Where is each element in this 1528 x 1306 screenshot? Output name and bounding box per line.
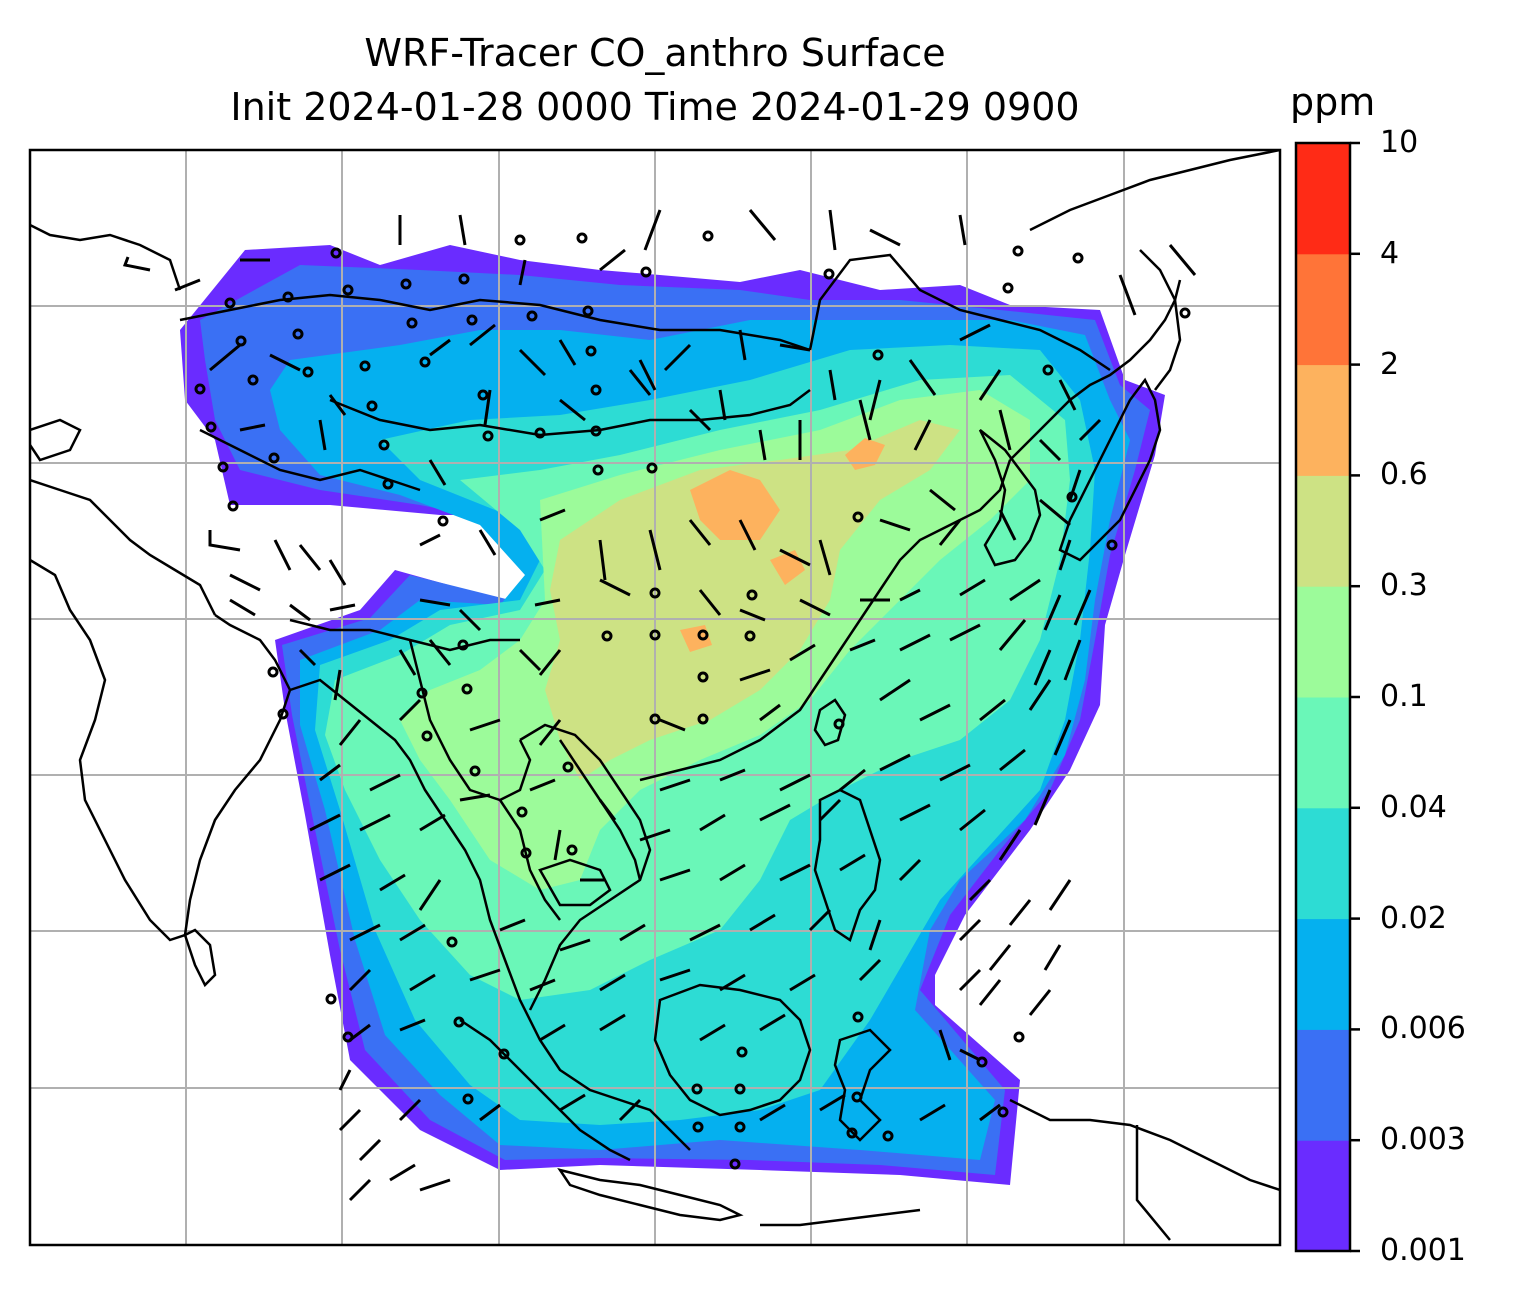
colorbar-segment [1296,475,1350,587]
colorbar-segment [1296,918,1350,1030]
coastline-new-guinea [1009,1098,1280,1192]
coastline-west-asia [30,223,182,291]
border-russia-china [808,253,1111,372]
colorbar-segment [1296,586,1350,698]
colorbar-tick-label: 10 [1380,125,1419,160]
colorbar-segment [1296,143,1350,255]
wind-barbs [122,209,1197,1202]
border-cambodia [538,858,612,907]
colorbar-unit-label: ppm [1290,80,1376,124]
coastline-korea [978,429,1042,567]
border-myanmar [408,639,532,802]
colorbar-segment [1296,364,1350,476]
coastlines [30,150,1280,1241]
colorbar-tick-label: 4 [1380,235,1400,271]
colorbar-segment [1296,253,1350,366]
border-png [1135,1125,1171,1241]
coastline-sakhalin [1139,249,1182,391]
colorbar-tick-label: 0.04 [1380,789,1447,825]
colorbar-tick-label: 0.02 [1380,900,1447,936]
coastline-java [557,1168,744,1222]
coastline-mongolia-border [179,293,811,352]
map-title-line1: WRF-Tracer CO_anthro Surface [364,31,946,75]
coastline-sumatra [459,1018,631,1162]
colorbar-segment [1296,807,1350,920]
colorbar-segment [1296,1029,1350,1141]
colorbar-tick-label: 0.3 [1380,568,1428,604]
map-frame [28,148,1282,1247]
coastline-china-east [1009,279,1182,461]
co-concentration-field [180,245,1165,1185]
calm-wind-markers [194,230,1191,1170]
border-afghan [30,478,217,616]
map-gridlines [30,150,1280,1245]
coastline-lesser-sunda [760,1208,921,1227]
coastline-sulawesi [833,1028,892,1142]
border-thailand [498,799,561,921]
field-region-level7 [690,470,780,540]
coastline-caspian [30,418,82,462]
coastline-china-south [639,459,1012,782]
coastline-russia-east [1029,150,1280,232]
coastline-borneo [653,983,812,1117]
coastline-bay-of-bengal [289,678,691,1151]
colorbar-tick-label: 0.003 [1380,1122,1466,1158]
colorbar-tick-label: 0.001 [1380,1233,1466,1268]
colorbar-tick-label: 0.6 [1380,457,1428,493]
coastline-philippines [813,788,882,942]
colorbar-tick-label: 0.006 [1380,1011,1466,1047]
colorbar-segment [1296,1140,1350,1252]
coastline-indochina [519,723,652,1011]
colorbar-tick-label: 0.1 [1380,679,1428,714]
coastline-srilanka [183,928,217,988]
colorbar [1294,141,1360,1253]
coastline-india [30,558,292,942]
map-title-line2: Init 2024-01-28 0000 Time 2024-01-29 090… [230,85,1080,129]
coastline-japan [1058,377,1162,562]
colorbar-tick-label: 2 [1380,346,1400,382]
coastline-taiwan [813,698,847,747]
colorbar-segment [1296,697,1350,809]
